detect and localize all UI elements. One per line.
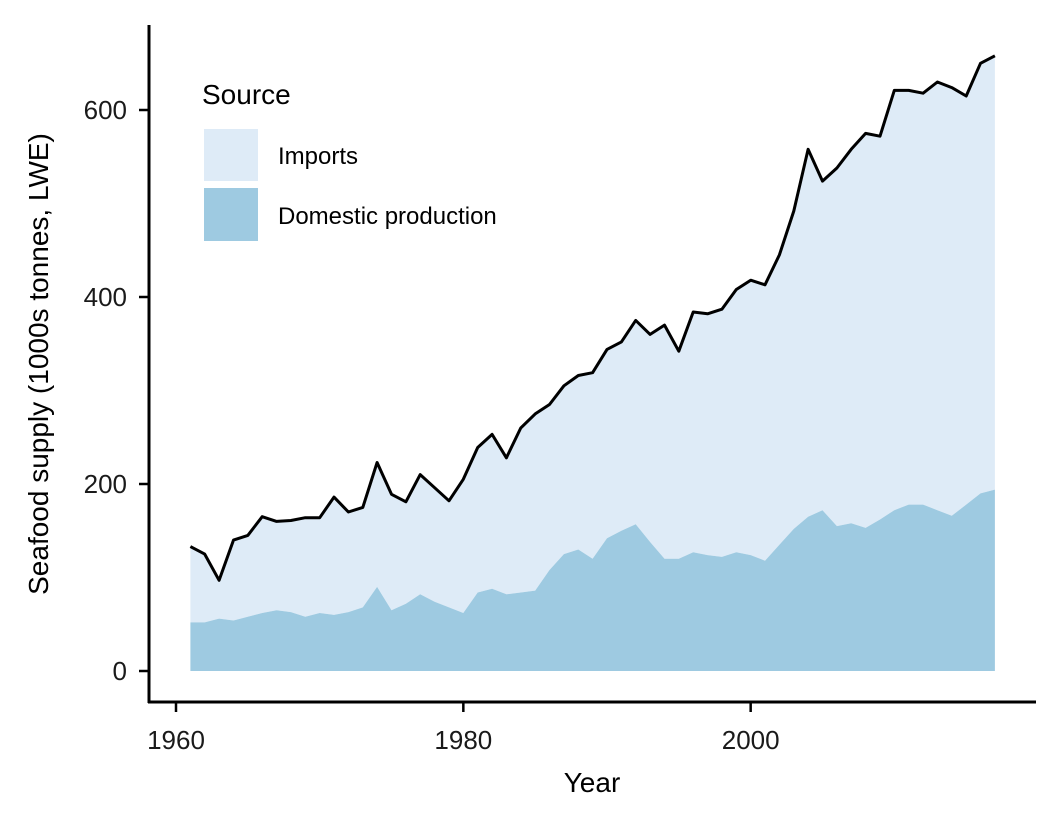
legend: Source Imports Domestic production [202, 79, 497, 241]
area-domestic-production [190, 489, 995, 671]
y-axis-ticks: 0 200 400 600 [84, 95, 149, 686]
plot-area [189, 54, 996, 671]
legend-label-domestic: Domestic production [278, 203, 497, 230]
x-tick-label: 1980 [434, 725, 492, 755]
x-tick-label: 2000 [722, 725, 780, 755]
y-axis-title: Seafood supply (1000s tonnes, LWE) [23, 133, 54, 595]
x-axis: 1960 1980 2000 [147, 700, 1036, 755]
legend-swatch-domestic [204, 188, 258, 241]
total-line-layer [189, 54, 996, 582]
y-tick-label: 200 [84, 469, 127, 499]
x-tick-label: 1960 [147, 725, 205, 755]
y-axis: 0 200 400 600 [84, 25, 151, 703]
y-tick-label: 600 [84, 95, 127, 125]
stacked-areas [190, 55, 995, 671]
legend-label-imports: Imports [278, 143, 358, 170]
legend-swatch-imports [204, 129, 258, 181]
x-axis-title: Year [564, 767, 621, 798]
area-imports [190, 55, 995, 623]
line-total-supply [189, 54, 996, 582]
y-tick-label: 400 [84, 282, 127, 312]
y-tick-label: 0 [113, 656, 127, 686]
x-axis-ticks: 1960 1980 2000 [147, 702, 780, 755]
legend-title: Source [202, 79, 291, 110]
